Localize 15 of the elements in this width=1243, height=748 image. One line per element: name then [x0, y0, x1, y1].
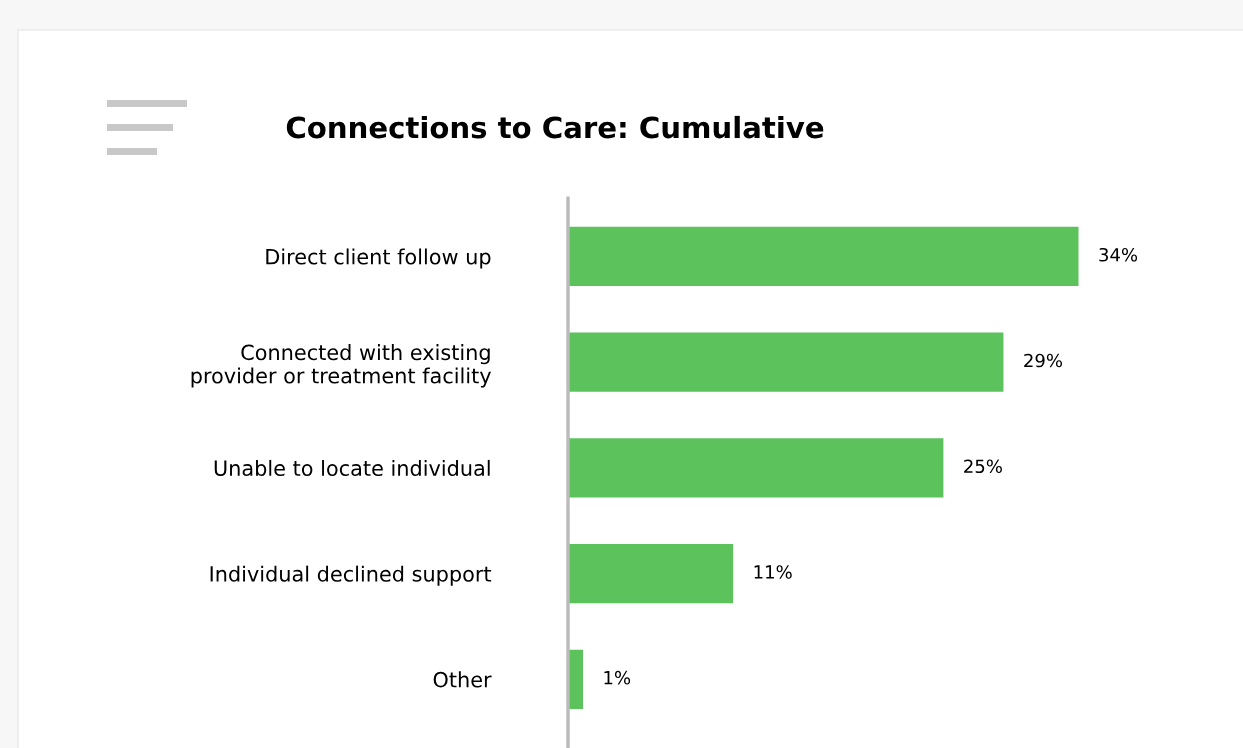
chart-title: Connections to Care: Cumulative: [286, 115, 824, 139]
data-label: 25%: [964, 459, 1002, 474]
bar: [568, 332, 1004, 392]
y-tick-label: Direct client follow up: [266, 248, 491, 269]
data-label: 11%: [754, 565, 792, 579]
bar: [568, 438, 944, 498]
y-tick-label: Unable to locate individual: [214, 459, 490, 477]
y-tick-label: Other: [433, 671, 492, 688]
data-label: 1%: [604, 670, 631, 685]
y-tick-label: Connected with existing provider or treatment facility: [191, 344, 491, 388]
data-label: 34%: [1099, 247, 1138, 262]
bar: [568, 226, 1079, 286]
y-tick-label: Individual declined support: [210, 565, 492, 586]
data-label: 29%: [1024, 353, 1063, 368]
bar: [568, 543, 734, 604]
